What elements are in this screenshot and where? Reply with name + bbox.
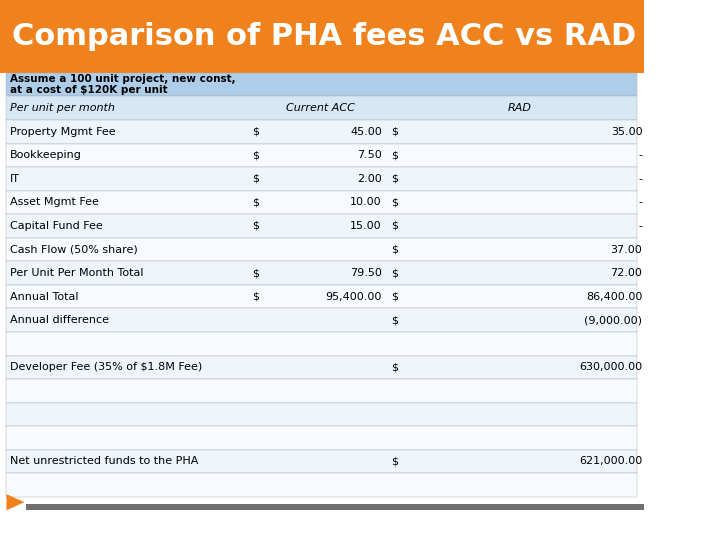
Text: Developer Fee (35% of $1.8M Fee): Developer Fee (35% of $1.8M Fee) xyxy=(9,362,202,372)
Text: Net unrestricted funds to the PHA: Net unrestricted funds to the PHA xyxy=(9,456,198,467)
FancyBboxPatch shape xyxy=(6,285,637,308)
Text: -: - xyxy=(639,150,642,160)
FancyBboxPatch shape xyxy=(6,167,637,191)
FancyBboxPatch shape xyxy=(0,0,644,73)
FancyBboxPatch shape xyxy=(6,426,637,450)
Text: $: $ xyxy=(252,150,259,160)
FancyBboxPatch shape xyxy=(26,504,644,510)
Text: 86,400.00: 86,400.00 xyxy=(586,292,642,302)
FancyBboxPatch shape xyxy=(6,355,637,379)
Text: $: $ xyxy=(391,268,397,278)
Text: 45.00: 45.00 xyxy=(350,127,382,137)
Text: $: $ xyxy=(391,362,397,372)
Text: Bookkeeping: Bookkeeping xyxy=(9,150,81,160)
Text: $: $ xyxy=(252,174,259,184)
Text: 37.00: 37.00 xyxy=(611,245,642,254)
Text: Cash Flow (50% share): Cash Flow (50% share) xyxy=(9,245,138,254)
Text: $: $ xyxy=(391,245,397,254)
Text: 35.00: 35.00 xyxy=(611,127,642,137)
Text: $: $ xyxy=(391,221,397,231)
FancyBboxPatch shape xyxy=(6,450,637,473)
Text: RAD: RAD xyxy=(508,103,532,113)
Text: $: $ xyxy=(252,292,259,302)
FancyBboxPatch shape xyxy=(6,73,637,97)
FancyBboxPatch shape xyxy=(6,332,637,355)
Text: Current ACC: Current ACC xyxy=(286,103,355,113)
Text: Annual difference: Annual difference xyxy=(9,315,109,325)
FancyBboxPatch shape xyxy=(6,214,637,238)
Text: -: - xyxy=(639,174,642,184)
FancyBboxPatch shape xyxy=(6,191,637,214)
Text: Per Unit Per Month Total: Per Unit Per Month Total xyxy=(9,268,143,278)
Text: 72.00: 72.00 xyxy=(611,268,642,278)
Text: $: $ xyxy=(391,456,397,467)
Text: $: $ xyxy=(252,127,259,137)
Text: 7.50: 7.50 xyxy=(357,150,382,160)
FancyBboxPatch shape xyxy=(6,261,637,285)
FancyBboxPatch shape xyxy=(6,308,637,332)
Text: $: $ xyxy=(391,174,397,184)
Text: $: $ xyxy=(252,221,259,231)
Text: Property Mgmt Fee: Property Mgmt Fee xyxy=(9,127,115,137)
Text: $: $ xyxy=(391,292,397,302)
FancyBboxPatch shape xyxy=(6,473,637,497)
Text: IT: IT xyxy=(9,174,19,184)
FancyBboxPatch shape xyxy=(6,379,637,403)
Text: Assume a 100 unit project, new const,
at a cost of $120K per unit: Assume a 100 unit project, new const, at… xyxy=(9,74,235,96)
Text: $: $ xyxy=(391,198,397,207)
Text: $: $ xyxy=(391,315,397,325)
Text: Per unit per month: Per unit per month xyxy=(9,103,114,113)
Text: 2.00: 2.00 xyxy=(357,174,382,184)
FancyBboxPatch shape xyxy=(6,144,637,167)
Text: 630,000.00: 630,000.00 xyxy=(580,362,642,372)
Text: 10.00: 10.00 xyxy=(350,198,382,207)
Text: 79.50: 79.50 xyxy=(350,268,382,278)
Text: 15.00: 15.00 xyxy=(350,221,382,231)
Text: Comparison of PHA fees ACC vs RAD: Comparison of PHA fees ACC vs RAD xyxy=(12,22,636,51)
FancyBboxPatch shape xyxy=(6,97,637,120)
Text: $: $ xyxy=(252,198,259,207)
Text: $: $ xyxy=(391,127,397,137)
Text: Capital Fund Fee: Capital Fund Fee xyxy=(9,221,102,231)
FancyBboxPatch shape xyxy=(6,120,637,144)
Text: (9,000.00): (9,000.00) xyxy=(585,315,642,325)
Text: $: $ xyxy=(252,268,259,278)
Text: -: - xyxy=(639,221,642,231)
Text: Annual Total: Annual Total xyxy=(9,292,78,302)
FancyBboxPatch shape xyxy=(6,403,637,426)
Text: 95,400.00: 95,400.00 xyxy=(325,292,382,302)
Polygon shape xyxy=(6,494,24,510)
Text: 621,000.00: 621,000.00 xyxy=(579,456,642,467)
FancyBboxPatch shape xyxy=(6,238,637,261)
Text: Asset Mgmt Fee: Asset Mgmt Fee xyxy=(9,198,99,207)
Text: -: - xyxy=(639,198,642,207)
Text: $: $ xyxy=(391,150,397,160)
